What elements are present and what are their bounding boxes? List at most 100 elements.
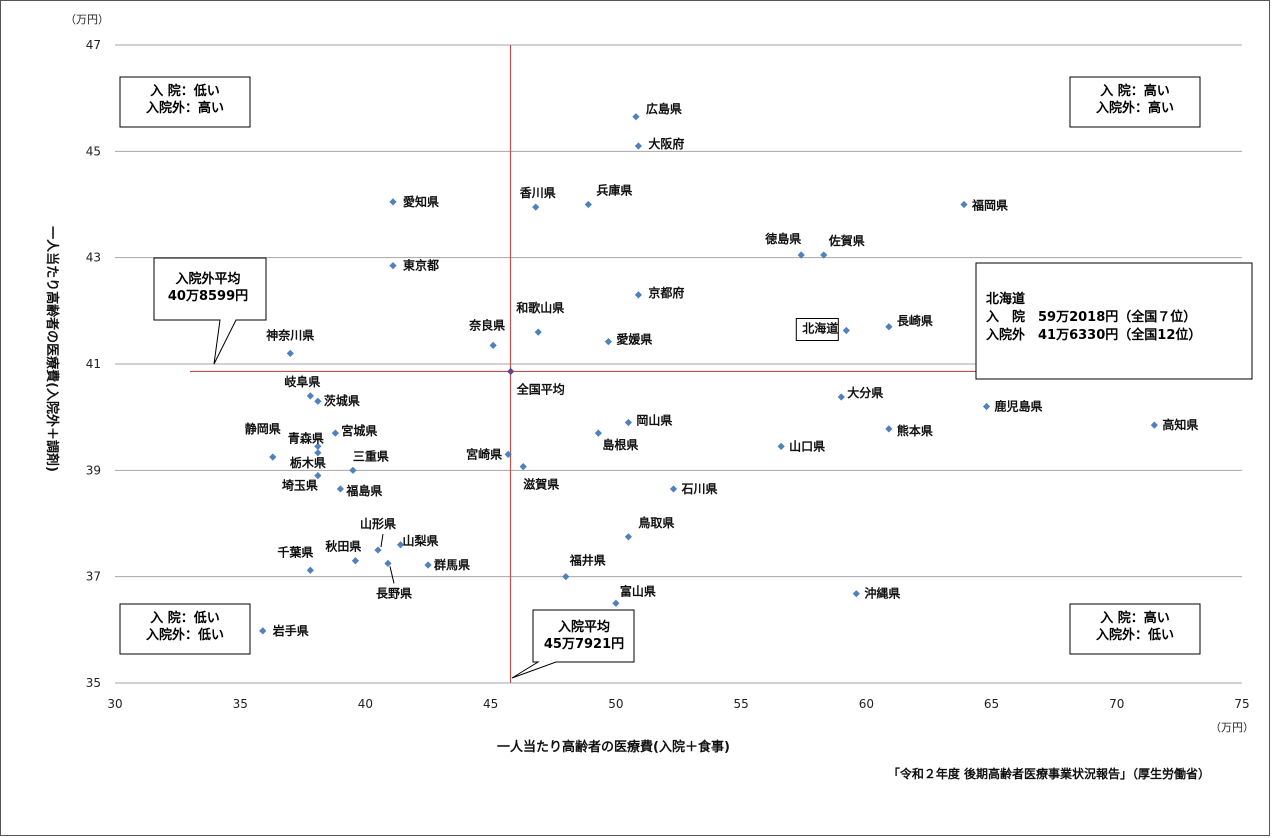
data-point	[314, 397, 322, 405]
quadrant-box-bl	[119, 603, 251, 655]
point-label: 京都府	[648, 285, 684, 300]
data-point	[612, 599, 620, 607]
data-point	[624, 533, 633, 541]
point-label: 秋田県	[325, 539, 361, 554]
x-tick-label: 40	[358, 697, 373, 711]
point-label: 岩手県	[272, 623, 309, 638]
point-label: 滋賀県	[523, 477, 559, 492]
quadrant-box-tr	[1069, 76, 1201, 128]
data-point	[624, 418, 633, 427]
point-label: 福井県	[569, 553, 606, 568]
y-tick-label: 39	[86, 463, 101, 477]
y-unit: （万円）	[65, 13, 109, 26]
y-tick-label: 47	[86, 38, 101, 52]
data-point	[604, 338, 612, 346]
point-label: 鳥取県	[638, 515, 674, 530]
hokkaido-info-text: 入院外 41万6330円（全国12位）	[986, 327, 1201, 343]
point-label: 奈良県	[468, 317, 505, 332]
point-label: 大分県	[847, 385, 883, 400]
quadrant-box-bl-text: 入院外：低い	[146, 627, 224, 643]
avg-x-callout-text: 入院平均	[558, 619, 610, 635]
point-label: 熊本県	[897, 423, 933, 438]
x-tick-label: 50	[608, 697, 623, 711]
x-tick-label: 35	[233, 697, 248, 711]
data-point	[314, 472, 322, 480]
quadrant-box-tl-text: 入 院：低い	[150, 83, 220, 99]
data-point	[259, 627, 267, 635]
data-point	[314, 449, 322, 457]
data-point	[885, 425, 893, 433]
data-point	[349, 466, 357, 474]
point-label: 和歌山県	[515, 300, 564, 315]
point-label: 全国平均	[516, 381, 565, 396]
data-point	[885, 323, 893, 331]
data-point	[837, 393, 845, 401]
point-label: 東京都	[403, 258, 439, 273]
data-point	[351, 557, 360, 565]
avg-y-callout-text: 入院外平均	[175, 271, 240, 287]
leader-line	[380, 534, 384, 548]
point-label: 兵庫県	[596, 183, 632, 198]
point-label: 宮崎県	[466, 446, 502, 461]
y-tick-label: 37	[86, 570, 101, 584]
y-tick-label: 43	[86, 251, 101, 265]
data-point	[842, 326, 850, 335]
point-label: 茨城県	[324, 393, 360, 408]
data-point	[669, 485, 678, 493]
data-point	[562, 573, 570, 581]
data-point	[777, 442, 785, 451]
point-label: 福島県	[345, 483, 382, 498]
data-point	[632, 113, 640, 121]
point-label: 長崎県	[897, 313, 933, 328]
point-label: 群馬県	[433, 557, 470, 572]
point-label: 神奈川県	[266, 327, 314, 342]
quadrant-box-br-text: 入院外：低い	[1096, 627, 1174, 643]
quadrant-box-tl	[119, 76, 251, 128]
point-label: 岐阜県	[284, 374, 320, 389]
y-tick-label: 41	[86, 357, 101, 371]
data-point	[594, 429, 602, 437]
point-label: 岡山県	[636, 412, 672, 427]
hokkaido-info-box	[975, 262, 1253, 380]
y-tick-label: 35	[86, 676, 101, 690]
point-label: 三重県	[353, 448, 389, 463]
point-label: 富山県	[620, 583, 656, 598]
x-tick-label: 60	[859, 697, 874, 711]
x-unit: （万円）	[1210, 721, 1254, 734]
point-label: 徳島県	[764, 231, 801, 246]
average-lines	[190, 45, 1010, 683]
data-point	[852, 590, 860, 598]
hokkaido-label-box	[795, 318, 839, 342]
point-label: 愛知県	[403, 194, 439, 209]
data-point	[797, 251, 805, 259]
point-label: 高知県	[1162, 417, 1198, 432]
axes: 35 37 39 41 43 45 47 30 35 40 45 50 55 60 65 70 75 （万円） （万…	[44, 13, 1254, 781]
x-tick-label: 55	[733, 697, 748, 711]
data-point	[532, 203, 540, 211]
point-label: 島根県	[602, 437, 638, 452]
point-label: 山梨県	[403, 533, 439, 548]
point-label: 佐賀県	[828, 233, 865, 248]
point-label: 静岡県	[245, 421, 281, 436]
x-tick-label: 65	[984, 697, 999, 711]
quadrant-box-br-text: 入 院：高い	[1100, 610, 1170, 626]
data-point	[336, 485, 344, 493]
data-point	[389, 262, 397, 270]
point-label: 栃木県	[290, 455, 326, 470]
point-label: 愛媛県	[616, 332, 652, 347]
data-point	[634, 142, 643, 150]
data-point	[519, 463, 527, 471]
data-point	[489, 341, 497, 349]
quadrant-box-tr-text: 入 院：高い	[1100, 83, 1170, 99]
data-point	[396, 541, 405, 549]
point-label: 北海道	[802, 321, 838, 336]
point-label: 青森県	[288, 430, 324, 445]
data-point	[1150, 421, 1158, 429]
quadrant-box-tl-text: 入院外：高い	[146, 100, 224, 116]
data-point	[306, 392, 314, 400]
data-point	[960, 200, 968, 209]
